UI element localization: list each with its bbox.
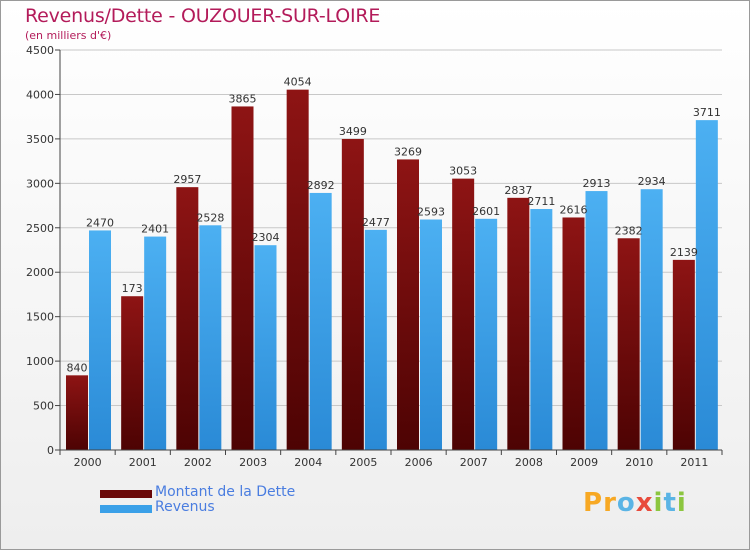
x-tick-label-2000: 2000	[74, 456, 102, 469]
y-tick-label-3500: 3500	[26, 133, 54, 146]
data-label-debt-2003: 3865	[229, 92, 257, 105]
bar-revenue-2007	[475, 218, 498, 450]
x-tick-label-2010: 2010	[625, 456, 653, 469]
x-tick-label-2001: 2001	[129, 456, 157, 469]
y-tick-label-1000: 1000	[26, 355, 54, 368]
bar-debt-2007	[452, 178, 475, 450]
y-tick-label-1500: 1500	[26, 311, 54, 324]
data-label-debt-2009: 2616	[560, 203, 588, 216]
y-tick-label-3000: 3000	[26, 177, 54, 190]
bar-revenue-2005	[364, 229, 387, 450]
y-tick-label-4000: 4000	[26, 88, 54, 101]
data-label-revenue-2003: 2304	[252, 231, 280, 244]
data-label-revenue-2004: 2892	[307, 179, 335, 192]
y-tick-label-0: 0	[47, 444, 54, 457]
logo-letter: x	[635, 488, 654, 518]
data-label-debt-2002: 2957	[173, 173, 201, 186]
bar-revenue-2003	[254, 245, 277, 450]
x-tick-label-2005: 2005	[349, 456, 377, 469]
logo-letter: P	[583, 488, 604, 518]
data-label-debt-2005: 3499	[339, 125, 367, 138]
logo-letter: r	[603, 488, 617, 518]
logo-letter: i	[653, 488, 664, 518]
data-label-revenue-2011: 3711	[693, 106, 721, 119]
x-tick-label-2003: 2003	[239, 456, 267, 469]
bar-revenue-2011	[695, 120, 718, 450]
data-label-revenue-2008: 2711	[527, 195, 555, 208]
legend-swatch-revenue	[100, 505, 152, 513]
y-tick-label-2500: 2500	[26, 222, 54, 235]
bar-debt-2010	[617, 238, 640, 450]
legend-label-revenue: Revenus	[155, 499, 215, 515]
data-label-debt-2008: 2837	[504, 184, 532, 197]
legend-label-debt: Montant de la Dette	[155, 484, 296, 500]
x-tick-label-2002: 2002	[184, 456, 212, 469]
bar-debt-2008	[507, 197, 530, 450]
data-label-debt-2001: 173	[122, 282, 143, 295]
data-label-revenue-2010: 2934	[638, 175, 666, 188]
data-label-debt-2004: 4054	[284, 76, 312, 89]
bar-revenue-2009	[585, 191, 608, 451]
bar-debt-2001	[121, 296, 144, 450]
bar-debt-2002	[176, 187, 199, 450]
logo-letter: t	[663, 488, 677, 518]
logo-letter: o	[616, 488, 636, 518]
x-tick-label-2011: 2011	[680, 456, 708, 469]
chart-title: Revenus/Dette - OUZOUER-SUR-LOIRE	[25, 5, 381, 27]
data-label-revenue-2001: 2401	[141, 223, 169, 236]
data-label-revenue-2007: 2601	[472, 205, 500, 218]
data-label-revenue-2009: 2913	[583, 177, 611, 190]
data-label-debt-2000: 840	[67, 361, 88, 374]
x-tick-label-2009: 2009	[570, 456, 598, 469]
y-tick-label-500: 500	[33, 400, 54, 413]
data-label-debt-2007: 3053	[449, 165, 477, 178]
bar-debt-2006	[397, 159, 419, 450]
proxiti-logo: Proxiti	[583, 488, 687, 518]
data-label-revenue-2000: 2470	[86, 216, 114, 229]
data-label-debt-2006: 3269	[394, 145, 422, 158]
bar-debt-2011	[672, 259, 695, 450]
bar-debt-2005	[341, 138, 364, 450]
bar-revenue-2010	[640, 189, 663, 450]
data-label-revenue-2006: 2593	[417, 206, 445, 219]
bar-revenue-2008	[530, 209, 553, 450]
bar-revenue-2004	[309, 192, 332, 450]
y-tick-label-4500: 4500	[26, 44, 54, 57]
y-tick-label-2000: 2000	[26, 266, 54, 279]
bar-revenue-2006	[420, 219, 442, 450]
chart-subtitle: (en milliers d'€)	[25, 29, 112, 42]
data-label-debt-2011: 2139	[670, 246, 698, 259]
bar-debt-2009	[562, 217, 585, 450]
x-tick-label-2008: 2008	[515, 456, 543, 469]
bar-debt-2000	[66, 375, 88, 450]
x-tick-label-2004: 2004	[294, 456, 322, 469]
data-label-revenue-2002: 2528	[196, 211, 224, 224]
logo-letter: i	[676, 488, 687, 518]
bar-debt-2004	[286, 89, 309, 451]
data-label-debt-2010: 2382	[615, 224, 643, 237]
x-tick-label-2006: 2006	[405, 456, 433, 469]
x-tick-label-2007: 2007	[460, 456, 488, 469]
bar-debt-2003	[231, 106, 254, 450]
bar-revenue-2000	[89, 230, 111, 450]
legend-swatch-debt	[100, 490, 152, 498]
bar-revenue-2002	[199, 225, 222, 450]
data-label-revenue-2005: 2477	[362, 216, 390, 229]
bar-revenue-2001	[144, 236, 167, 450]
